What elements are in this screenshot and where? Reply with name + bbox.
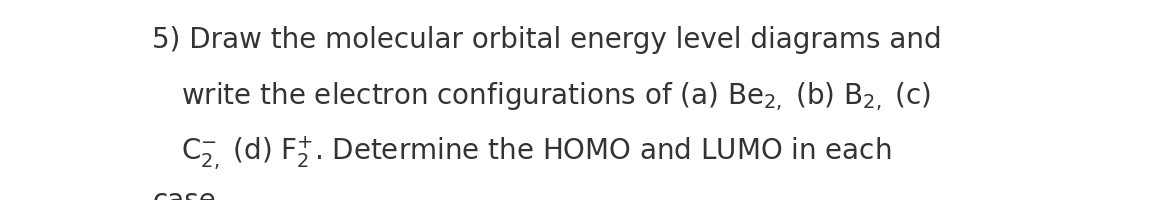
Text: C$_{2,}^{-}$ (d) F$_{2}^{+}$. Determine the HOMO and LUMO in each: C$_{2,}^{-}$ (d) F$_{2}^{+}$. Determine … [181, 134, 892, 172]
Text: write the electron configurations of (a) Be$_{2,}$ (b) B$_{2,}$ (c): write the electron configurations of (a)… [181, 80, 931, 113]
Text: case.: case. [152, 186, 225, 200]
Text: 5) Draw the molecular orbital energy level diagrams and: 5) Draw the molecular orbital energy lev… [152, 26, 942, 54]
